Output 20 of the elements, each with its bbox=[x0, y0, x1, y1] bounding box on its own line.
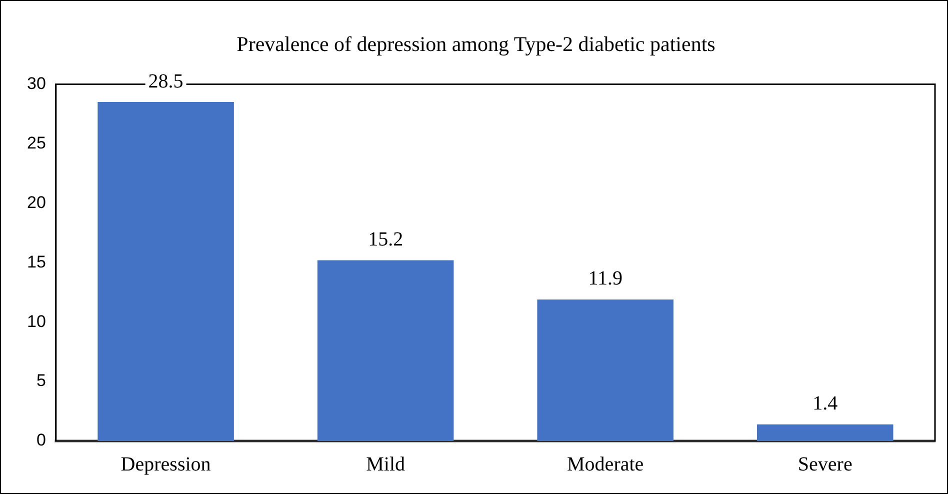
x-tick-label: Mild bbox=[366, 453, 406, 476]
data-label: 28.5 bbox=[148, 70, 184, 92]
x-tick-label: Severe bbox=[798, 453, 852, 476]
data-label: 11.9 bbox=[588, 268, 622, 290]
y-tick-label: 10 bbox=[26, 312, 46, 331]
y-tick-label: 25 bbox=[26, 133, 46, 152]
y-tick-label: 15 bbox=[26, 252, 46, 272]
bar bbox=[317, 260, 454, 441]
y-tick-label: 30 bbox=[26, 74, 46, 93]
x-tick-label: Depression bbox=[120, 453, 211, 476]
data-label: 1.4 bbox=[812, 392, 838, 415]
bar bbox=[537, 299, 674, 441]
data-label: 15.2 bbox=[368, 228, 404, 250]
y-tick-label: 20 bbox=[26, 192, 46, 212]
y-tick-label: 5 bbox=[36, 371, 46, 390]
chart-title: Prevalence of depression among Type-2 diabetic patients bbox=[236, 32, 716, 56]
bar bbox=[756, 424, 894, 441]
bar bbox=[98, 102, 234, 441]
y-tick-label: 0 bbox=[36, 430, 46, 450]
x-tick-label: Moderate bbox=[567, 453, 644, 476]
